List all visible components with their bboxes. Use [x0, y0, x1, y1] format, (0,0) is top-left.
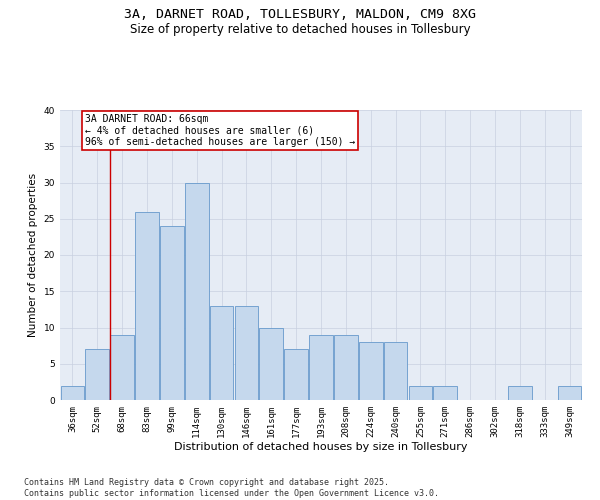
Bar	[235, 306, 258, 400]
Text: Distribution of detached houses by size in Tollesbury: Distribution of detached houses by size …	[174, 442, 468, 452]
Bar	[359, 342, 383, 400]
Bar	[558, 386, 581, 400]
Bar	[433, 386, 457, 400]
Bar	[334, 335, 358, 400]
Bar	[259, 328, 283, 400]
Bar	[384, 342, 407, 400]
Bar	[110, 335, 134, 400]
Bar	[61, 386, 84, 400]
Bar	[85, 349, 109, 400]
Text: 3A, DARNET ROAD, TOLLESBURY, MALDON, CM9 8XG: 3A, DARNET ROAD, TOLLESBURY, MALDON, CM9…	[124, 8, 476, 20]
Bar	[508, 386, 532, 400]
Y-axis label: Number of detached properties: Number of detached properties	[28, 173, 38, 337]
Bar	[284, 349, 308, 400]
Bar	[135, 212, 159, 400]
Bar	[409, 386, 432, 400]
Text: Contains HM Land Registry data © Crown copyright and database right 2025.
Contai: Contains HM Land Registry data © Crown c…	[24, 478, 439, 498]
Bar	[185, 182, 209, 400]
Text: Size of property relative to detached houses in Tollesbury: Size of property relative to detached ho…	[130, 22, 470, 36]
Bar	[160, 226, 184, 400]
Text: 3A DARNET ROAD: 66sqm
← 4% of detached houses are smaller (6)
96% of semi-detach: 3A DARNET ROAD: 66sqm ← 4% of detached h…	[85, 114, 355, 147]
Bar	[309, 335, 333, 400]
Bar	[210, 306, 233, 400]
